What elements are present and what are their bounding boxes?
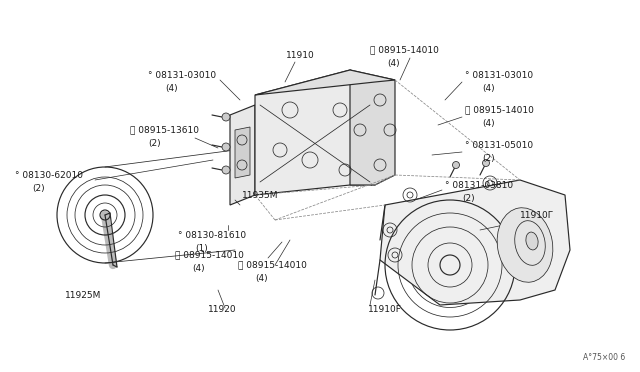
Text: Ⓥ 08915-14010: Ⓥ 08915-14010 [175,250,244,260]
Text: Ⓥ 08915-14010: Ⓥ 08915-14010 [465,106,534,115]
Text: Ⓥ 08915-14010: Ⓥ 08915-14010 [238,260,307,269]
Text: (4): (4) [482,83,495,93]
Text: ° 08131-03810: ° 08131-03810 [445,180,513,189]
Text: ° 08130-62010: ° 08130-62010 [15,170,83,180]
Text: (2): (2) [32,183,45,192]
Polygon shape [235,127,250,178]
Text: (4): (4) [482,119,495,128]
Ellipse shape [497,208,553,282]
Circle shape [222,166,230,174]
Text: 11910Γ: 11910Γ [520,211,554,219]
Circle shape [222,113,230,121]
Text: 11920: 11920 [208,305,237,314]
Text: (1): (1) [195,244,208,253]
Polygon shape [350,70,395,185]
Text: (4): (4) [165,83,178,93]
Polygon shape [255,70,375,195]
Text: Ⓥ 08915-13610: Ⓥ 08915-13610 [130,125,199,135]
Polygon shape [230,105,255,205]
Text: (4): (4) [255,273,268,282]
Circle shape [222,143,230,151]
Text: (4): (4) [387,58,399,67]
Text: 11910: 11910 [285,51,314,60]
Text: ° 08130-81610: ° 08130-81610 [178,231,246,240]
Text: (2): (2) [462,193,475,202]
Text: (2): (2) [482,154,495,163]
Text: (4): (4) [192,263,205,273]
Ellipse shape [526,232,538,250]
Text: A°75×00 6: A°75×00 6 [583,353,625,362]
Text: 11910F: 11910F [368,305,402,314]
Text: ° 08131-03010: ° 08131-03010 [148,71,216,80]
Text: 11935M: 11935M [242,190,278,199]
Polygon shape [255,70,395,95]
Circle shape [483,160,490,167]
Circle shape [452,161,460,169]
Text: ° 08131-05010: ° 08131-05010 [465,141,533,150]
Text: ° 08131-03010: ° 08131-03010 [465,71,533,80]
Polygon shape [380,180,570,305]
Text: Ⓥ 08915-14010: Ⓥ 08915-14010 [370,45,439,55]
Text: (2): (2) [148,138,161,148]
Text: 11925M: 11925M [65,291,101,299]
